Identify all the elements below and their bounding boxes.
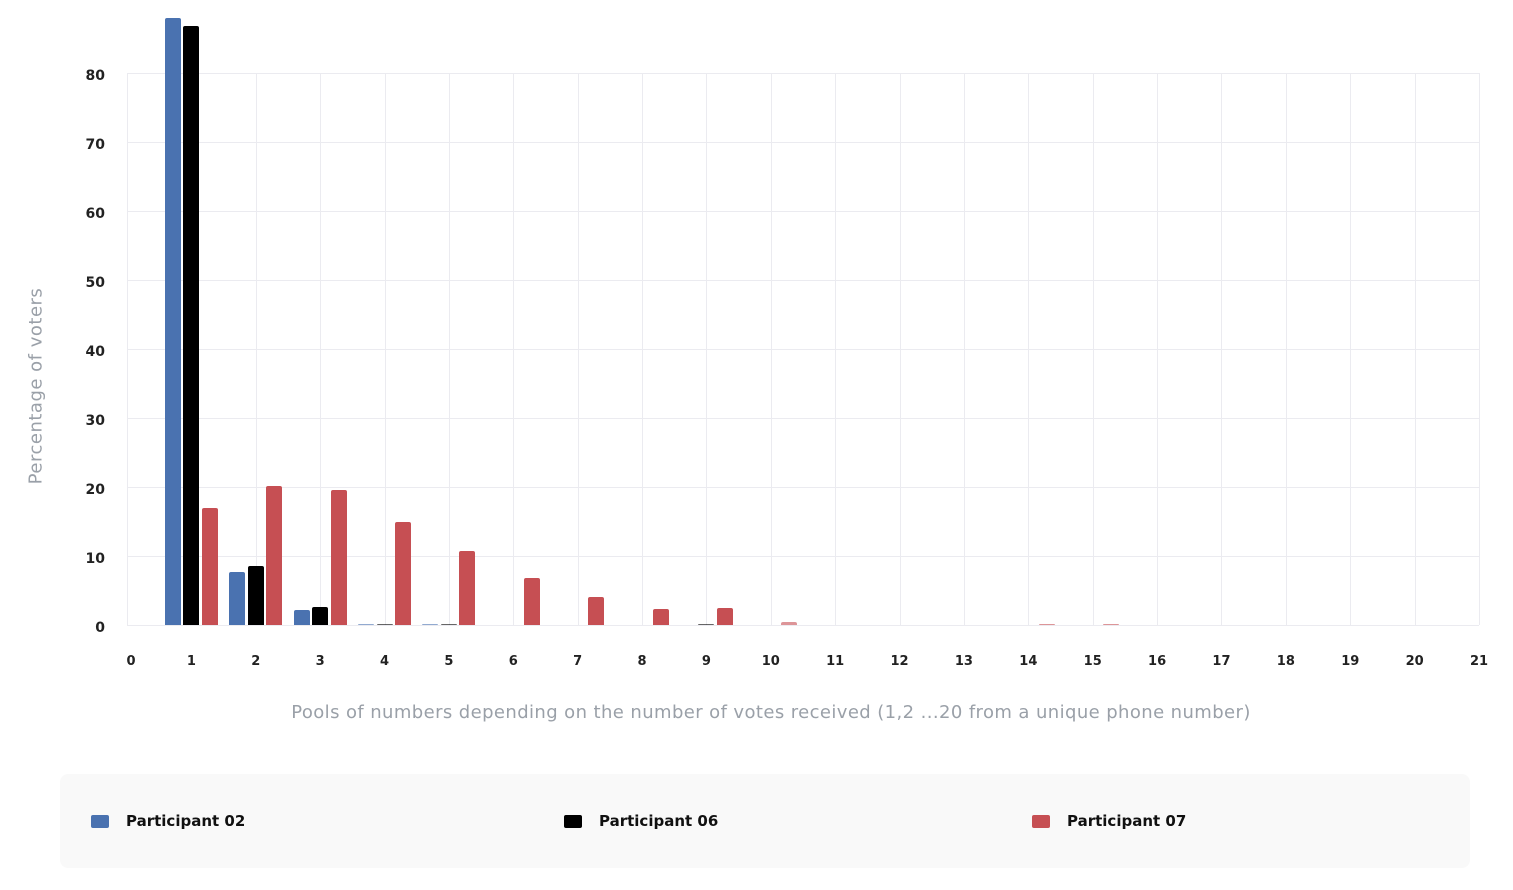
bar-participant-07-6[interactable]: [523, 578, 540, 625]
legend-item-participant-06[interactable]: Participant 06: [564, 812, 718, 830]
gridline-vertical: [642, 73, 643, 625]
gridline-horizontal: [127, 142, 1479, 143]
bar-participant-06-1[interactable]: [183, 26, 200, 625]
bar-participant-07-8[interactable]: [652, 609, 669, 625]
bar-participant-07-14[interactable]: [1038, 624, 1055, 625]
x-tick-label: 20: [1405, 654, 1424, 669]
gridline-vertical: [964, 73, 965, 625]
gridline-vertical: [1286, 73, 1287, 625]
gridline-vertical: [127, 73, 128, 625]
legend-label: Participant 07: [1067, 812, 1187, 830]
x-tick-label: 1: [186, 654, 196, 669]
bar-participant-07-1[interactable]: [201, 507, 218, 625]
x-tick-label: 10: [761, 654, 780, 669]
gridline-horizontal: [127, 349, 1479, 350]
y-axis-label: Percentage of voters: [25, 287, 47, 485]
gridline-vertical: [1157, 73, 1158, 625]
gridline-vertical: [513, 73, 514, 625]
x-tick-label: 14: [1019, 654, 1038, 669]
bar-participant-02-2[interactable]: [229, 571, 246, 625]
gridline-vertical: [706, 73, 707, 625]
gridline-vertical: [385, 73, 386, 625]
x-tick-label: 21: [1469, 654, 1489, 669]
x-axis-label: Pools of numbers depending on the number…: [291, 702, 1251, 723]
x-tick-label: 4: [379, 654, 390, 669]
gridline-horizontal: [127, 280, 1479, 281]
x-tick-label: 8: [637, 654, 647, 669]
gridline-horizontal: [127, 625, 1479, 626]
x-tick-label: 9: [701, 654, 711, 669]
legend-label: Participant 02: [126, 812, 246, 830]
y-tick-label: 30: [85, 413, 105, 429]
bar-participant-07-3[interactable]: [330, 490, 347, 625]
bar-participant-07-5[interactable]: [459, 551, 476, 625]
bar-participant-02-1[interactable]: [164, 17, 181, 625]
x-tick-label: 6: [508, 654, 518, 669]
y-tick-label: 10: [85, 551, 105, 567]
gridline-vertical: [771, 73, 772, 625]
bar-participant-07-2[interactable]: [266, 485, 283, 625]
gridline-vertical: [578, 73, 579, 625]
bar-participant-07-10[interactable]: [781, 622, 798, 625]
bar-participant-07-15[interactable]: [1103, 624, 1120, 625]
legend-label: Participant 06: [599, 812, 719, 830]
x-tick-label: 3: [315, 654, 325, 669]
x-tick-label: 5: [444, 654, 454, 669]
gridline-vertical: [1093, 73, 1094, 625]
x-tick-label: 18: [1276, 654, 1295, 669]
gridline-vertical: [1221, 73, 1222, 625]
gridline-horizontal: [127, 73, 1479, 74]
gridline-horizontal: [127, 418, 1479, 419]
legend-swatch-participant-07: [1032, 814, 1050, 828]
y-tick-label: 60: [85, 206, 105, 222]
bar-participant-07-4[interactable]: [395, 521, 412, 625]
y-tick-label: 50: [85, 275, 105, 291]
legend-item-participant-07[interactable]: Participant 07: [1032, 812, 1186, 830]
gridline-horizontal: [127, 556, 1479, 557]
y-tick-label: 0: [95, 620, 105, 636]
bar-participant-06-3[interactable]: [312, 607, 329, 625]
x-tick-label: 7: [573, 654, 583, 669]
legend-swatch-participant-06: [564, 814, 582, 828]
gridline-horizontal: [127, 487, 1479, 488]
gridline-vertical: [900, 73, 901, 625]
bar-participant-02-5[interactable]: [422, 624, 439, 625]
gridline-vertical: [1415, 73, 1416, 625]
bar-participant-06-4[interactable]: [376, 624, 393, 625]
x-tick-label: 2: [251, 654, 261, 669]
gridline-vertical: [256, 73, 257, 625]
gridline-vertical: [1479, 73, 1480, 625]
x-tick-label: 19: [1341, 654, 1360, 669]
gridline-vertical: [449, 73, 450, 625]
x-tick-label: 0: [126, 654, 136, 669]
y-tick-label: 70: [85, 137, 105, 153]
bar-participant-07-9[interactable]: [716, 607, 733, 625]
bar-participant-06-2[interactable]: [247, 565, 264, 625]
gridline-vertical: [1028, 73, 1029, 625]
x-tick-label: 15: [1083, 654, 1102, 669]
bar-participant-07-7[interactable]: [588, 597, 605, 625]
gridline-vertical: [835, 73, 836, 625]
bar-participant-06-9[interactable]: [698, 624, 715, 625]
y-tick-label: 20: [85, 482, 105, 498]
legend-item-participant-02[interactable]: Participant 02: [91, 812, 245, 830]
bar-participant-02-4[interactable]: [358, 624, 375, 625]
x-tick-label: 11: [826, 654, 845, 669]
gridline-horizontal: [127, 211, 1479, 212]
x-tick-label: 12: [890, 654, 909, 669]
gridline-vertical: [1350, 73, 1351, 625]
legend-swatch-participant-02: [91, 814, 109, 828]
x-tick-label: 16: [1148, 654, 1167, 669]
y-tick-label: 80: [85, 68, 105, 84]
bar-participant-06-5[interactable]: [440, 624, 457, 625]
gridline-vertical: [320, 73, 321, 625]
y-tick-label: 40: [85, 344, 105, 360]
x-tick-label: 13: [954, 654, 973, 669]
bar-participant-02-3[interactable]: [293, 609, 310, 625]
legend: Participant 02 Participant 06 Participan…: [60, 774, 1470, 868]
x-tick-label: 17: [1212, 654, 1231, 669]
